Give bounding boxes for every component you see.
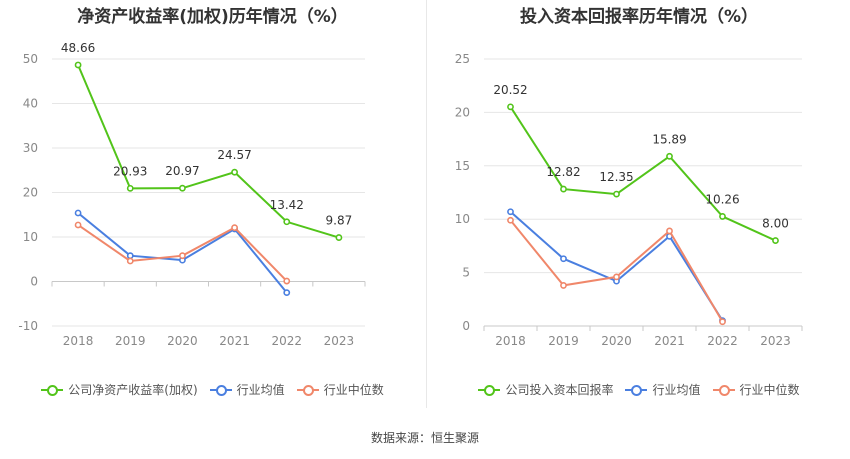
legend-label: 行业中位数	[739, 383, 800, 397]
data-point	[560, 282, 567, 289]
data-label: 24.57	[217, 148, 251, 162]
x-tick-label: 2019	[548, 334, 579, 348]
line-chart-roic: 0 5 10 15 20 25 2018 2019 2020 2021 2022 2023 20.52 1…	[455, 52, 803, 348]
y-tick-label: 20	[455, 105, 470, 119]
legend-item[interactable]: 公司净资产收益率(加权)	[41, 381, 198, 398]
x-tick-label: 2021	[219, 334, 250, 348]
series-line	[77, 64, 340, 239]
x-tick-label: 2018	[495, 334, 526, 348]
data-label: 12.82	[546, 165, 580, 179]
legend-swatch-icon	[625, 384, 648, 396]
legend-swatch-icon	[209, 384, 232, 396]
x-tick-label: 2022	[707, 334, 738, 348]
legend-label: 行业均值	[652, 383, 701, 397]
x-tick-label: 2022	[271, 334, 302, 348]
chart-title: 净资产收益率(加权)历年情况（%）	[77, 7, 348, 27]
y-tick-label: 10	[455, 212, 470, 226]
y-tick-label: 25	[455, 52, 470, 66]
y-tick-label: 10	[23, 230, 38, 244]
data-point	[231, 168, 238, 176]
line-chart-roe: -10 0 10 20 30 40 50 2018 2019 2020 2021 2022 2023 48…	[18, 41, 366, 348]
legend-swatch-icon	[296, 384, 319, 396]
data-source-note: 数据来源：恒生聚源	[370, 431, 479, 445]
data-point	[507, 208, 514, 216]
chart-legend: 公司投入资本回报率 行业均值 行业中位数	[428, 381, 850, 398]
data-point	[772, 237, 779, 244]
y-tick-label: 30	[23, 141, 38, 155]
x-tick-label: 2021	[654, 334, 685, 348]
data-label: 20.52	[493, 83, 527, 97]
data-point	[507, 103, 514, 111]
chart-title: 投入资本回报率历年情况（%）	[519, 7, 759, 27]
x-tick-label: 2023	[324, 334, 355, 348]
legend-item[interactable]: 行业均值	[209, 381, 285, 398]
data-point	[335, 234, 343, 241]
y-tick-label: 15	[455, 159, 470, 173]
x-tick-label: 2018	[63, 334, 94, 348]
legend-item[interactable]: 公司投入资本回报率	[478, 381, 613, 398]
legend-swatch-icon	[41, 384, 64, 396]
legend-label: 公司净资产收益率(加权)	[68, 383, 198, 397]
panel-divider	[426, 0, 427, 408]
y-tick-label: 5	[462, 266, 470, 280]
data-label: 20.97	[165, 164, 199, 178]
data-point	[74, 61, 82, 69]
data-label: 10.26	[705, 192, 739, 206]
chart-panel-roe: 净资产收益率(加权)历年情况（%） -10 0 10 20 30 40 50 2018 2019…	[0, 0, 425, 420]
x-tick-label: 2020	[601, 334, 632, 348]
y-tick-label: 0	[462, 319, 470, 333]
legend-label: 公司投入资本回报率	[505, 383, 614, 397]
data-point	[560, 185, 567, 193]
series-line	[509, 106, 776, 242]
data-point	[126, 252, 134, 260]
data-label: 13.42	[270, 198, 304, 212]
data-point	[126, 184, 134, 192]
data-point	[719, 213, 726, 220]
x-tick-label: 2020	[167, 334, 198, 348]
y-tick-label: 50	[23, 52, 38, 66]
data-point	[179, 184, 186, 192]
data-point	[283, 218, 291, 226]
y-tick-label: 20	[23, 186, 38, 200]
data-point	[613, 273, 620, 281]
data-point	[126, 257, 134, 265]
data-point	[507, 216, 514, 224]
data-point	[283, 289, 291, 297]
legend-label: 行业均值	[236, 383, 285, 397]
chart-legend: 公司净资产收益率(加权) 行业均值 行业中位数	[0, 381, 425, 398]
data-label: 9.87	[326, 214, 353, 228]
legend-item[interactable]: 行业均值	[625, 381, 701, 398]
data-label: 48.66	[61, 41, 95, 55]
data-point	[666, 152, 673, 160]
legend-item[interactable]: 行业中位数	[296, 381, 384, 398]
y-tick-label: 40	[23, 97, 38, 111]
data-label: 15.89	[652, 132, 686, 146]
legend-label: 行业中位数	[323, 383, 384, 397]
y-tick-label: 0	[30, 275, 38, 289]
data-point	[719, 318, 726, 326]
x-tick-label: 2023	[760, 334, 791, 348]
data-point	[560, 255, 567, 263]
data-point	[613, 190, 620, 198]
data-point	[74, 221, 82, 229]
data-label: 8.00	[762, 217, 789, 231]
x-tick-label: 2019	[115, 334, 146, 348]
chart-panel-roic: 投入资本回报率历年情况（%） 0 5 10 15 20 25 2018 2019 2020 202…	[428, 0, 850, 420]
data-point	[74, 209, 82, 217]
data-point	[283, 277, 291, 285]
data-point	[179, 252, 186, 260]
y-tick-label: -10	[18, 319, 38, 333]
data-label: 20.93	[113, 164, 147, 178]
data-point	[666, 227, 673, 235]
legend-swatch-icon	[478, 384, 501, 396]
data-point	[231, 224, 238, 232]
legend-item[interactable]: 行业中位数	[712, 381, 800, 398]
legend-swatch-icon	[712, 384, 735, 396]
data-label: 12.35	[599, 170, 633, 184]
